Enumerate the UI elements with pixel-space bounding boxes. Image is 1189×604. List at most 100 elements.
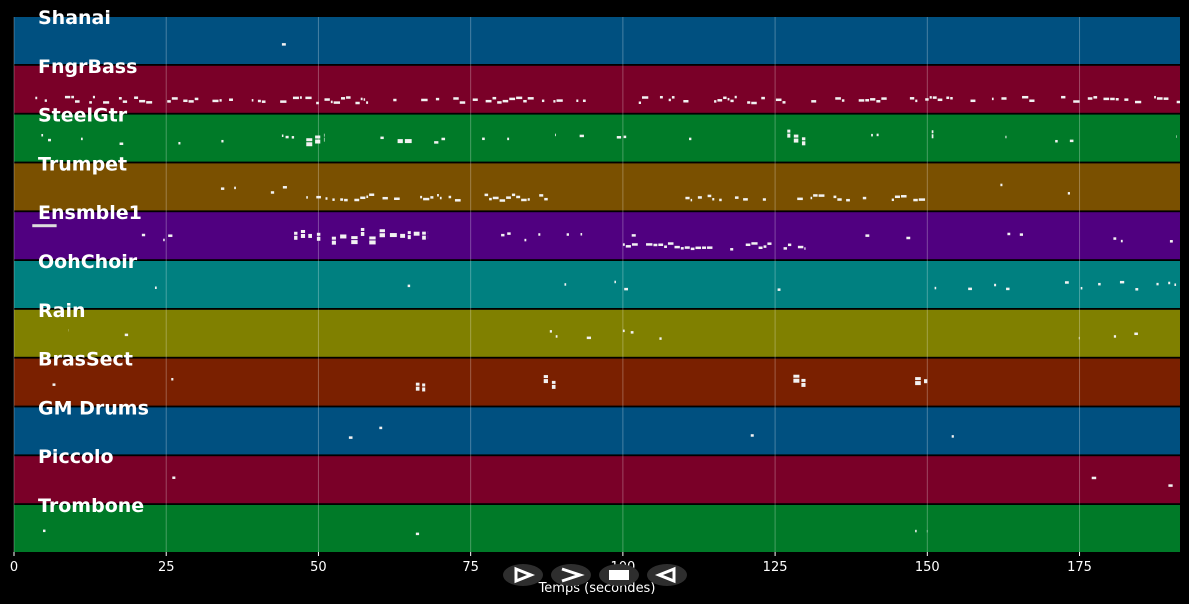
note (837, 198, 842, 201)
note (1029, 99, 1035, 102)
note (690, 198, 693, 202)
track-lane-background (14, 358, 1180, 406)
note (379, 229, 385, 233)
note (579, 134, 584, 138)
track-lane (14, 358, 1180, 406)
note (946, 96, 950, 100)
note (407, 284, 411, 288)
track-lane (14, 114, 1180, 162)
track-notes (35, 95, 1180, 105)
track-notes (41, 129, 1177, 147)
note (767, 242, 772, 245)
track-name: FngrBass (38, 56, 137, 78)
note (667, 242, 674, 245)
note (745, 243, 751, 247)
note (915, 529, 917, 533)
note (1134, 332, 1138, 336)
track-lane-background (14, 212, 1180, 260)
note (777, 288, 781, 291)
note (325, 197, 328, 200)
note (221, 139, 224, 143)
note (658, 243, 664, 246)
note (801, 141, 806, 146)
note (1174, 283, 1177, 286)
note (1176, 100, 1180, 104)
note (333, 101, 341, 104)
note (707, 194, 712, 198)
note (813, 194, 818, 197)
track-name: Trombone (38, 495, 144, 517)
note (818, 194, 825, 197)
track-name: GM Drums (38, 397, 149, 419)
track-notes (68, 329, 1138, 340)
note (453, 97, 459, 100)
track-notes (172, 476, 1173, 487)
note (1093, 96, 1098, 99)
note (1124, 98, 1129, 101)
note (730, 99, 734, 103)
note (348, 436, 353, 439)
track-lane (14, 505, 1180, 552)
note (422, 387, 426, 392)
note (876, 133, 879, 137)
note (950, 96, 953, 100)
button-background (503, 564, 543, 586)
note (171, 377, 174, 381)
note (775, 98, 782, 102)
note (369, 193, 375, 196)
note (35, 96, 38, 100)
note (1113, 237, 1117, 240)
track-lane-background (14, 505, 1180, 552)
tick-label: 75 (462, 560, 479, 575)
note (484, 193, 489, 197)
note (539, 194, 544, 197)
note (523, 99, 527, 103)
note (281, 43, 286, 46)
note (351, 236, 358, 240)
note (369, 236, 376, 240)
note (894, 195, 900, 199)
note (251, 99, 254, 102)
note (122, 100, 128, 103)
note (630, 331, 634, 334)
note (330, 100, 333, 104)
play-button[interactable] (503, 564, 543, 586)
note (404, 139, 412, 144)
note (71, 95, 75, 99)
note (622, 329, 625, 333)
note (653, 243, 658, 247)
note (810, 196, 813, 200)
note (360, 196, 366, 200)
note (674, 245, 680, 249)
note (900, 195, 907, 198)
note (787, 243, 792, 247)
note (580, 233, 583, 236)
note (407, 231, 411, 235)
note (1078, 336, 1080, 340)
forward-button[interactable] (551, 564, 591, 586)
note (801, 137, 806, 141)
track-lane-background (14, 65, 1180, 113)
note (422, 235, 426, 240)
note (219, 99, 222, 102)
track-lane (14, 212, 1180, 260)
note (363, 98, 366, 101)
note (925, 98, 929, 101)
note (434, 141, 439, 144)
note (323, 133, 325, 137)
note (555, 335, 558, 338)
note (712, 197, 715, 201)
stop-button[interactable] (599, 564, 639, 586)
rewind-icon (654, 566, 676, 584)
note (734, 196, 739, 199)
tracks-layer (14, 17, 1180, 552)
note (366, 101, 369, 104)
note (485, 99, 492, 103)
note (497, 101, 502, 104)
note (346, 96, 351, 99)
note (234, 186, 236, 190)
note (683, 100, 689, 103)
note (380, 136, 384, 140)
rewind-button[interactable] (647, 564, 687, 586)
note (671, 96, 675, 99)
